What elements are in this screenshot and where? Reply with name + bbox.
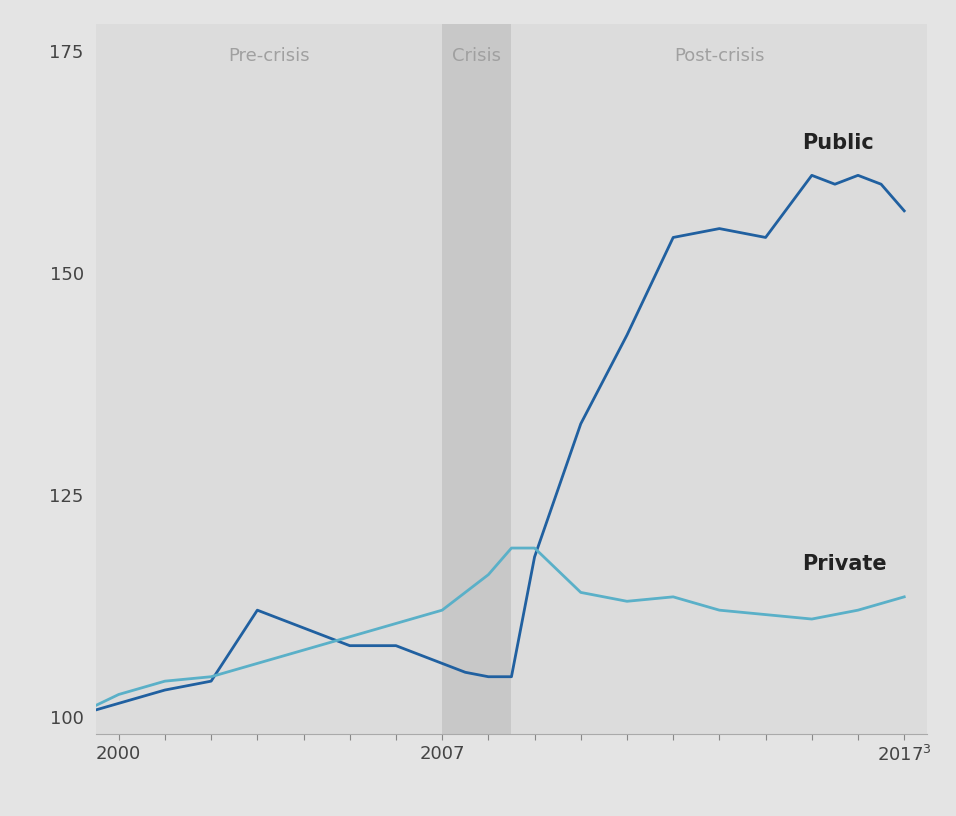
Text: Public: Public bbox=[803, 133, 875, 153]
Bar bbox=[96, 24, 443, 734]
Text: Post-crisis: Post-crisis bbox=[674, 47, 765, 64]
Text: Private: Private bbox=[803, 554, 887, 574]
Text: Crisis: Crisis bbox=[452, 47, 501, 64]
Bar bbox=[443, 24, 511, 734]
Text: Pre-crisis: Pre-crisis bbox=[228, 47, 310, 64]
Bar bbox=[511, 24, 927, 734]
